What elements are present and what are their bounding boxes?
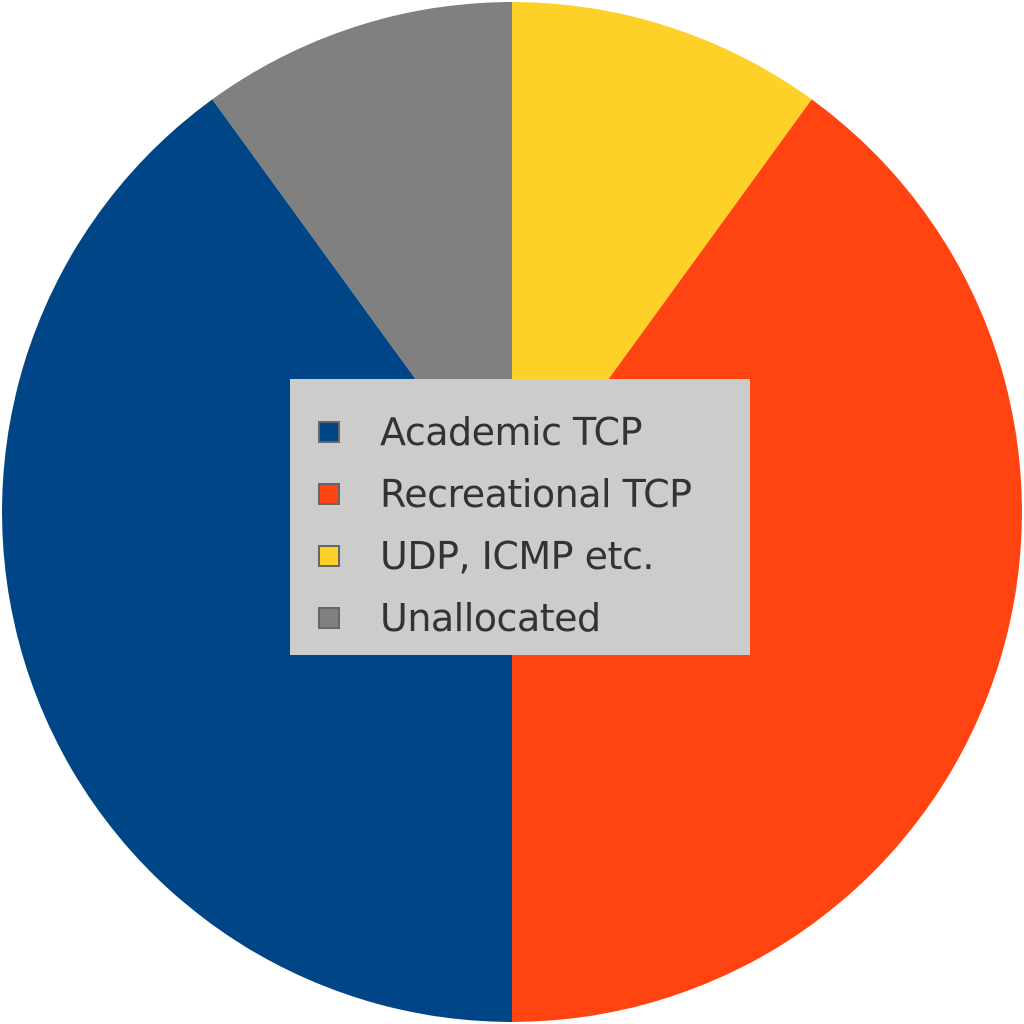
legend-label-unallocated: Unallocated bbox=[380, 596, 601, 640]
legend-label-academic-tcp: Academic TCP bbox=[380, 410, 643, 454]
legend-entry-unallocated: Unallocated bbox=[290, 587, 750, 649]
legend-entry-recreational-tcp: Recreational TCP bbox=[290, 463, 750, 525]
legend-swatch-udp-icmp bbox=[318, 545, 340, 567]
pie-slice-recreational-tcp bbox=[512, 99, 1023, 1023]
legend-swatch-recreational-tcp bbox=[318, 483, 340, 505]
legend-label-recreational-tcp: Recreational TCP bbox=[380, 472, 692, 516]
legend-label-udp-icmp: UDP, ICMP etc. bbox=[380, 534, 654, 578]
pie-slice-academic-tcp bbox=[1, 99, 512, 1022]
legend-entry-academic-tcp: Academic TCP bbox=[290, 401, 750, 463]
legend-entry-udp-icmp: UDP, ICMP etc. bbox=[290, 525, 750, 587]
legend-swatch-academic-tcp bbox=[318, 421, 340, 443]
chart-legend: Academic TCP Recreational TCP UDP, ICMP … bbox=[290, 379, 750, 655]
legend-swatch-unallocated bbox=[318, 607, 340, 629]
